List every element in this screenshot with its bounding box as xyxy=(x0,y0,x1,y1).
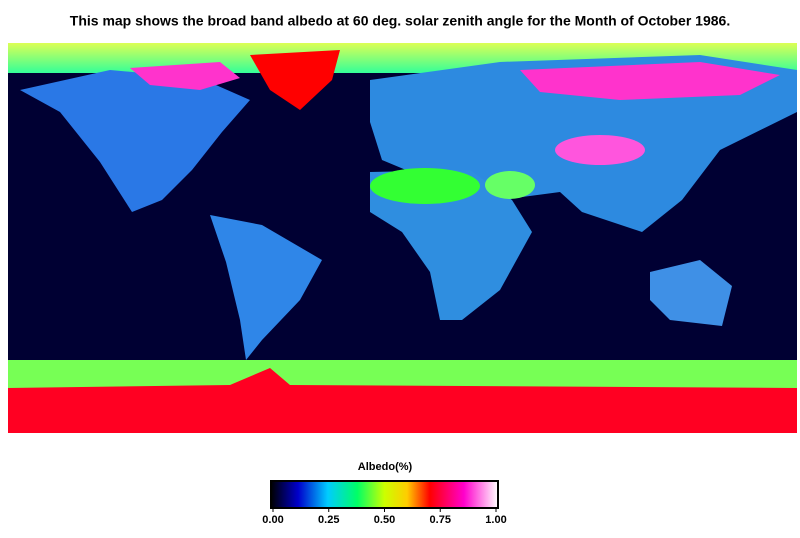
colorbar-tick-label: 0.00 xyxy=(262,514,283,526)
arctic-canada xyxy=(130,62,240,90)
map xyxy=(8,43,797,433)
arabia xyxy=(485,171,535,199)
south-america xyxy=(210,215,322,360)
antarctica xyxy=(8,368,797,433)
colorbar-tick-label: 0.75 xyxy=(430,514,451,526)
sea-ice xyxy=(8,360,797,388)
title: This map shows the broad band albedo at … xyxy=(70,13,730,29)
north-america xyxy=(20,70,250,212)
colorbar-label: Albedo(%) xyxy=(358,461,413,473)
australia xyxy=(650,260,732,326)
colorbar-tick-label: 1.00 xyxy=(485,514,506,526)
colorbar-tick-label: 0.50 xyxy=(374,514,395,526)
tibet xyxy=(555,135,645,165)
siberia xyxy=(520,62,780,100)
sahara xyxy=(370,168,480,204)
africa xyxy=(370,170,532,320)
colorbar xyxy=(270,480,499,509)
colorbar-tick-label: 0.25 xyxy=(318,514,339,526)
greenland xyxy=(250,50,340,110)
